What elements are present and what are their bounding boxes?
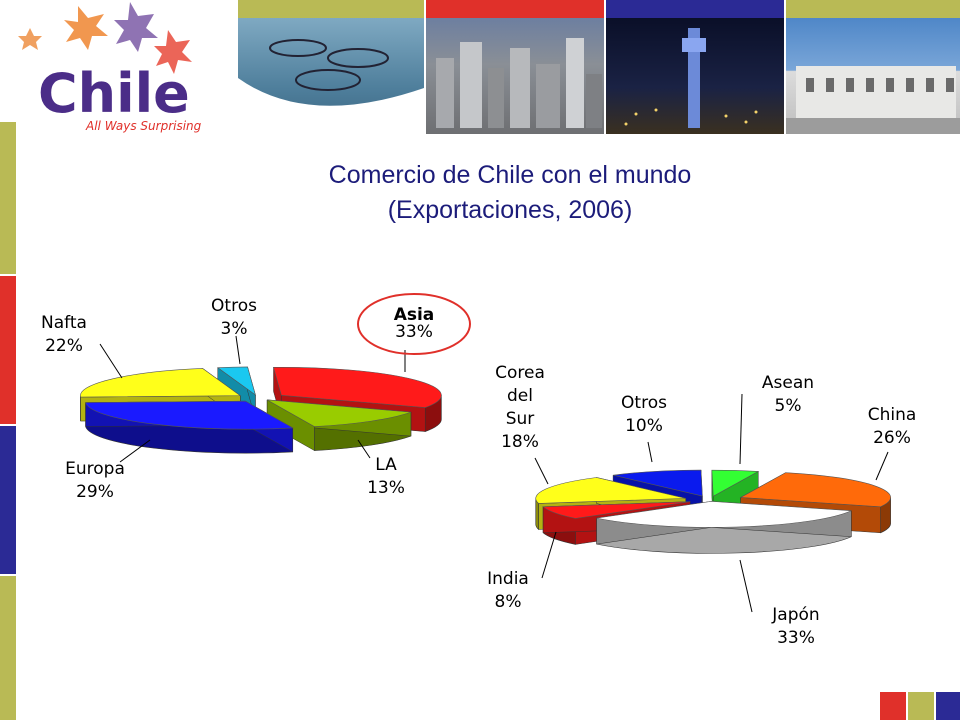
photo-la-moneda: [786, 18, 960, 134]
photo-night-tower: [606, 18, 784, 134]
footer-square-olive: [908, 692, 934, 720]
slice-label-india-asia: India 8%: [487, 531, 557, 612]
slice-name-japon-asia: Japón: [771, 605, 819, 625]
pie-chart-asia-countries: [535, 469, 891, 554]
slice-value-india-asia: 8%: [495, 592, 522, 612]
slice-label-otros-asia: Otros 10%: [621, 393, 667, 463]
slice-value-asean-asia: 5%: [775, 396, 802, 416]
banner-color-red: [426, 0, 604, 18]
slice-name-china-asia: China: [868, 405, 917, 425]
highlight-circle: [357, 293, 471, 355]
slice-value-la-world: 13%: [367, 478, 405, 498]
chile-logo: Chile All Ways Surprising: [0, 0, 238, 136]
slice-value-corea-del-sur-asia: 18%: [501, 432, 539, 452]
photo-salmon-farms: [238, 18, 424, 134]
logo-wordmark: Chile: [38, 62, 190, 125]
slice-label-nafta-world: Nafta 22%: [41, 313, 123, 379]
slide-title-line1: Comercio de Chile con el mundo: [328, 161, 692, 189]
star-icon-small: [18, 28, 42, 50]
star-icon-purple: [114, 2, 158, 52]
slice-name-europa-world: Europa: [65, 459, 125, 479]
slice-name-otros-world: Otros: [211, 296, 257, 316]
left-stripe-blue: [0, 426, 16, 574]
banner-color-blue: [606, 0, 784, 18]
slice-name-india-asia: India: [487, 569, 529, 589]
star-icon-red: [154, 30, 192, 74]
slice-name-corea-del-sur-asia: Sur: [506, 409, 535, 429]
pie-slice-europa-world: [85, 400, 294, 454]
photo-santiago-city: [426, 18, 604, 134]
slice-value-nafta-world: 22%: [45, 336, 83, 356]
slice-name-corea-del-sur-asia: del: [507, 386, 533, 406]
slice-name-asia-world: Asia: [394, 305, 435, 325]
slice-name-asean-asia: Asean: [762, 373, 814, 393]
pie-chart-world-regions: [80, 366, 442, 454]
slice-label-la-world: LA 13%: [357, 439, 405, 498]
pie-chart-asia-countries-labels: Asean 5% China 26% Japón 33% India 8% Corea del Su…: [487, 363, 916, 648]
slide-title: Comercio de Chile con el mundo (Exportac…: [200, 158, 820, 228]
slice-label-china-asia: China 26%: [868, 405, 917, 481]
slice-label-japon-asia: Japón 33%: [739, 559, 820, 648]
left-stripe-red: [0, 276, 16, 424]
slice-name-nafta-world: Nafta: [41, 313, 87, 333]
slice-name-corea-del-sur-asia: Corea: [495, 363, 545, 383]
slice-label-corea-del-sur-asia: Corea del Sur 18%: [495, 363, 549, 485]
slice-label-otros-world: Otros 3%: [211, 296, 257, 365]
footer-square-blue: [936, 692, 960, 720]
slice-name-otros-asia: Otros: [621, 393, 667, 413]
footer-square-red: [880, 692, 906, 720]
left-stripe-olive-top: [0, 122, 16, 274]
slice-value-europa-world: 29%: [76, 482, 114, 502]
left-stripe-olive-bottom: [0, 576, 16, 720]
pie-slice-japon-asia: [596, 501, 852, 554]
slice-value-china-asia: 26%: [873, 428, 911, 448]
logo-tagline: All Ways Surprising: [85, 119, 202, 133]
pie-slice-la-world: [266, 399, 412, 452]
slice-value-asia-world: 33%: [395, 322, 433, 342]
banner-color-olive-2: [786, 0, 960, 18]
slice-label-europa-world: Europa 29%: [65, 439, 151, 502]
slice-value-otros-world: 3%: [221, 319, 248, 339]
slide-title-line2: (Exportaciones, 2006): [387, 196, 633, 224]
slice-value-otros-asia: 10%: [625, 416, 663, 436]
banner-color-olive: [238, 0, 424, 18]
star-icon-orange: [64, 6, 108, 50]
header-banner: [238, 0, 960, 136]
slice-name-la-world: LA: [375, 455, 397, 475]
slice-value-japon-asia: 33%: [777, 628, 815, 648]
slice-label-asean-asia: Asean 5%: [739, 373, 814, 465]
